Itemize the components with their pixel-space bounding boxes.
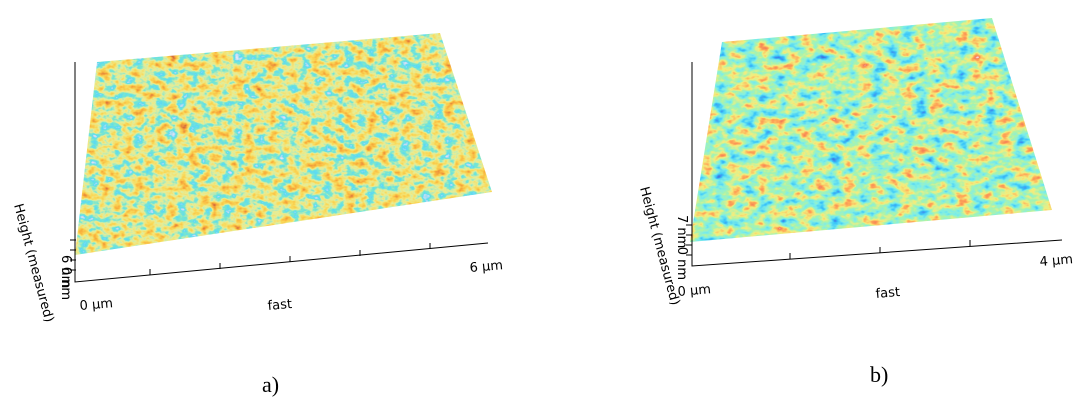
panel-a: 6 nm 0 nm Height (measured) 0 µm fast 6 … bbox=[10, 28, 503, 397]
surface-a bbox=[70, 28, 500, 260]
x-min: 0 µm bbox=[79, 296, 114, 314]
panel-b: 7 nm 0 nm Height (measured) 0 µm fast 4 … bbox=[636, 14, 1073, 387]
figure: 6 nm 0 nm Height (measured) 0 µm fast 6 … bbox=[0, 0, 1080, 403]
surface-b bbox=[685, 14, 1057, 246]
z-max: 7 nm bbox=[674, 215, 689, 248]
x-min: 0 µm bbox=[677, 282, 712, 300]
x-max: 4 µm bbox=[1039, 252, 1074, 270]
caption: b) bbox=[870, 362, 888, 387]
z-min: 0 nm bbox=[674, 247, 689, 280]
x-label: fast bbox=[267, 297, 293, 314]
caption: a) bbox=[262, 372, 279, 397]
page: 6 nm 0 nm Height (measured) 0 µm fast 6 … bbox=[0, 0, 1080, 403]
z-label: Height (measured) bbox=[10, 202, 56, 324]
x-label: fast bbox=[875, 285, 901, 302]
z-min: 0 nm bbox=[58, 267, 73, 300]
x-max: 6 µm bbox=[469, 258, 504, 276]
